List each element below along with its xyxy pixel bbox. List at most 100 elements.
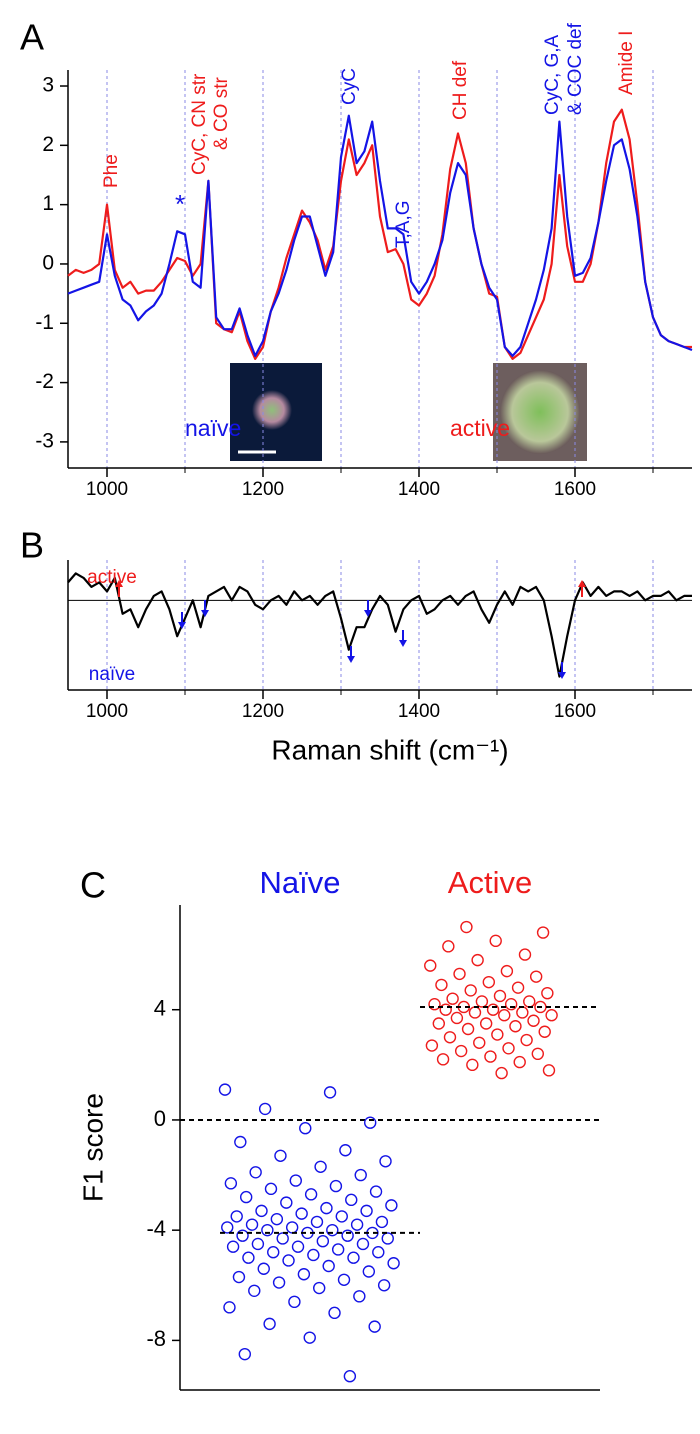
point bbox=[238, 1347, 252, 1361]
point bbox=[432, 1017, 445, 1030]
cell-active bbox=[500, 370, 580, 454]
point bbox=[285, 1221, 299, 1234]
y-tick-label: 2 bbox=[42, 133, 54, 156]
arrow-head bbox=[578, 580, 586, 587]
point bbox=[310, 1215, 324, 1229]
x-tick-label: 1600 bbox=[554, 701, 596, 722]
y-tick-label: -3 bbox=[35, 429, 54, 452]
point bbox=[385, 1199, 398, 1212]
point bbox=[270, 1212, 284, 1226]
y-tick-label: 1 bbox=[42, 192, 54, 215]
x-tick-label: 1000 bbox=[86, 479, 128, 500]
point bbox=[303, 1331, 316, 1344]
point bbox=[264, 1182, 278, 1196]
point bbox=[461, 1022, 475, 1036]
point bbox=[541, 986, 554, 1000]
point bbox=[236, 1229, 249, 1242]
panel-label: C bbox=[80, 865, 106, 906]
point bbox=[326, 1223, 339, 1237]
point bbox=[484, 1050, 497, 1063]
panel-label: A bbox=[20, 17, 44, 58]
group-label: Active bbox=[448, 865, 532, 900]
point bbox=[495, 1066, 508, 1080]
point bbox=[363, 1116, 377, 1129]
point bbox=[291, 1240, 305, 1253]
point bbox=[491, 1028, 504, 1041]
point bbox=[267, 1246, 280, 1259]
point bbox=[314, 1160, 327, 1173]
point bbox=[249, 1166, 262, 1179]
point bbox=[442, 940, 455, 953]
point bbox=[464, 984, 477, 997]
point bbox=[255, 1204, 268, 1218]
point bbox=[224, 1177, 238, 1190]
point bbox=[466, 1058, 479, 1072]
point bbox=[536, 926, 550, 939]
arrow-head bbox=[115, 580, 123, 587]
point bbox=[230, 1210, 243, 1223]
point bbox=[251, 1237, 265, 1251]
point bbox=[489, 934, 502, 948]
point bbox=[353, 1290, 366, 1303]
point bbox=[377, 1279, 391, 1292]
point bbox=[226, 1240, 240, 1253]
annotation: & CO str bbox=[211, 76, 232, 150]
point bbox=[479, 1017, 493, 1030]
spectrum-line bbox=[67, 108, 692, 360]
point bbox=[379, 1155, 392, 1168]
arrow-head bbox=[178, 622, 186, 629]
point bbox=[529, 970, 543, 983]
point bbox=[288, 1295, 301, 1309]
point bbox=[320, 1201, 333, 1215]
point bbox=[341, 1229, 354, 1242]
point bbox=[482, 975, 496, 989]
point bbox=[263, 1317, 276, 1331]
point bbox=[436, 1053, 450, 1066]
x-tick-label: 1200 bbox=[242, 479, 284, 500]
annotation: CyC, CN str bbox=[189, 73, 210, 175]
point bbox=[468, 1006, 482, 1019]
legend-label: active bbox=[450, 415, 510, 441]
annotation: T,A,G bbox=[393, 200, 414, 248]
point bbox=[261, 1223, 274, 1237]
point bbox=[239, 1190, 253, 1204]
point bbox=[245, 1218, 259, 1231]
panel-label: B bbox=[20, 525, 44, 566]
point bbox=[354, 1168, 367, 1182]
point bbox=[343, 1370, 357, 1383]
arrow-head bbox=[558, 672, 566, 679]
point bbox=[257, 1262, 270, 1275]
point bbox=[347, 1251, 360, 1264]
x-tick-label: 1400 bbox=[398, 701, 440, 722]
point bbox=[329, 1179, 343, 1193]
point bbox=[439, 1003, 452, 1016]
spectrum-line bbox=[67, 572, 692, 678]
annotation: & COC def bbox=[565, 22, 586, 115]
y-axis-label: F1 score bbox=[77, 1093, 108, 1202]
point bbox=[381, 1232, 394, 1245]
point bbox=[218, 1083, 232, 1096]
arrow-head bbox=[347, 656, 355, 663]
point bbox=[473, 1036, 486, 1049]
point bbox=[295, 1207, 308, 1220]
point bbox=[443, 1031, 457, 1044]
point bbox=[322, 1259, 335, 1273]
x-tick-label: 1200 bbox=[242, 701, 284, 722]
point bbox=[221, 1221, 234, 1234]
y-tick-label: -4 bbox=[146, 1216, 166, 1241]
point bbox=[424, 959, 437, 972]
x-tick-label: 1600 bbox=[554, 479, 596, 500]
point bbox=[513, 1055, 526, 1069]
point bbox=[242, 1251, 255, 1264]
annotation: * bbox=[175, 189, 185, 219]
arrow-head bbox=[364, 610, 372, 617]
point bbox=[504, 998, 518, 1011]
point bbox=[534, 1000, 547, 1014]
point bbox=[375, 1215, 389, 1229]
point bbox=[276, 1232, 289, 1245]
point bbox=[289, 1174, 302, 1187]
arrow-head bbox=[201, 610, 209, 617]
point bbox=[307, 1248, 320, 1262]
point bbox=[545, 1009, 558, 1022]
